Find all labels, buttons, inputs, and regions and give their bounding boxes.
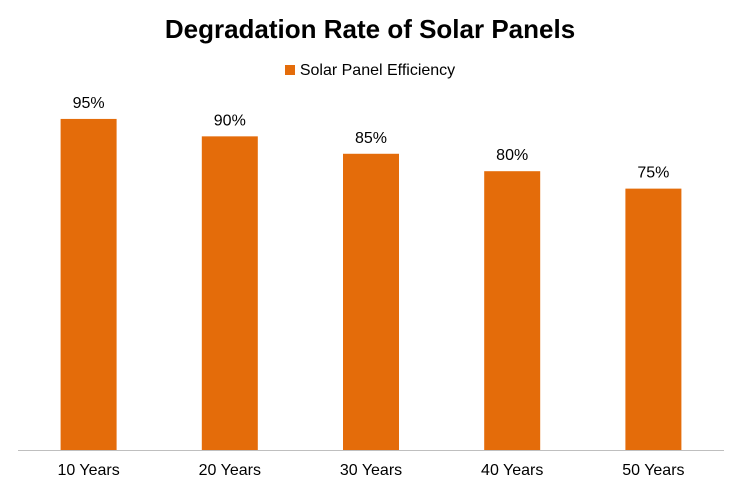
x-tick-label: 30 Years bbox=[340, 462, 402, 479]
data-label: 85% bbox=[355, 130, 387, 147]
bar bbox=[201, 136, 258, 450]
x-tick-label: 40 Years bbox=[481, 462, 543, 479]
data-label: 75% bbox=[637, 165, 669, 182]
chart-title: Degradation Rate of Solar Panels bbox=[164, 14, 576, 44]
x-tick-label: 10 Years bbox=[57, 462, 119, 479]
bar bbox=[625, 188, 682, 450]
legend-label: Solar Panel Efficiency bbox=[299, 62, 456, 79]
x-tick-label: 50 Years bbox=[622, 462, 684, 479]
bar bbox=[60, 118, 117, 451]
legend-swatch bbox=[284, 65, 295, 75]
bar bbox=[484, 171, 541, 450]
data-label: 95% bbox=[73, 95, 105, 112]
data-label: 80% bbox=[496, 147, 528, 164]
legend: Solar Panel Efficiency bbox=[0, 62, 740, 80]
bar bbox=[343, 153, 399, 450]
data-label: 90% bbox=[214, 112, 246, 129]
x-tick-label: 20 Years bbox=[199, 462, 261, 479]
